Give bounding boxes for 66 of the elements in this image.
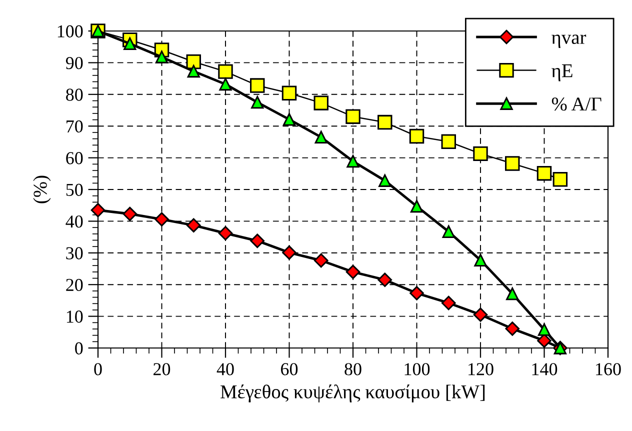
y-tick-label: 80 [66,88,83,101]
point [251,96,264,109]
point [378,174,392,187]
point [346,154,360,168]
x-tick-label: 80 [344,363,362,376]
point [186,218,201,232]
point [314,253,328,268]
x-axis-title: Μέγεθος κυψέλης καυσίμου [kW] [220,384,485,402]
point [250,78,265,93]
legend-label: ηvar [552,34,586,48]
y-tick-label: 0 [75,342,83,354]
point [282,245,296,260]
point [536,166,552,181]
y-tick-label: 90 [66,56,83,70]
point [218,226,233,240]
point [90,202,106,218]
point [474,254,487,267]
y-tick-label: 60 [66,152,83,164]
y-tick-label: 70 [66,120,83,133]
point [441,134,456,149]
x-tick-label: 0 [94,363,102,376]
point [187,64,200,78]
point [378,114,392,130]
point [537,334,552,348]
point [505,156,520,171]
y-tick-label: 50 [66,184,83,196]
point [538,323,551,336]
x-tick-label: 100 [404,363,430,376]
point [219,78,232,91]
legend-label: ηE [552,64,572,82]
x-tick-label: 60 [281,363,298,376]
point [442,225,455,238]
y-tick-label: 30 [66,247,83,260]
point [314,96,328,110]
point [282,113,296,126]
point [154,212,169,226]
point [218,64,233,79]
point [314,130,328,144]
point [410,286,424,300]
point [441,296,456,310]
point [506,287,519,300]
point [410,200,424,213]
point [505,322,520,336]
x-tick-label: 160 [596,363,621,376]
y-axis-title: (%) [33,176,51,204]
point [155,50,168,64]
x-tick-label: 20 [154,363,170,376]
y-tick-label: 40 [66,215,83,228]
x-tick-label: 40 [216,363,234,376]
point [282,86,297,100]
point [552,172,568,187]
x-tick-label: 140 [532,363,558,376]
y-tick-label: 10 [66,310,83,323]
legend-label: % Α/Γ [552,97,602,111]
point [346,109,360,124]
point [122,206,138,222]
point [378,272,392,287]
point [250,234,265,248]
point [409,128,424,144]
y-tick-label: 20 [66,278,83,292]
y-tick-label: 100 [58,25,83,38]
point [124,37,136,50]
point [473,308,488,322]
x-tick-label: 120 [468,363,494,376]
point [473,146,488,162]
point [346,264,360,280]
